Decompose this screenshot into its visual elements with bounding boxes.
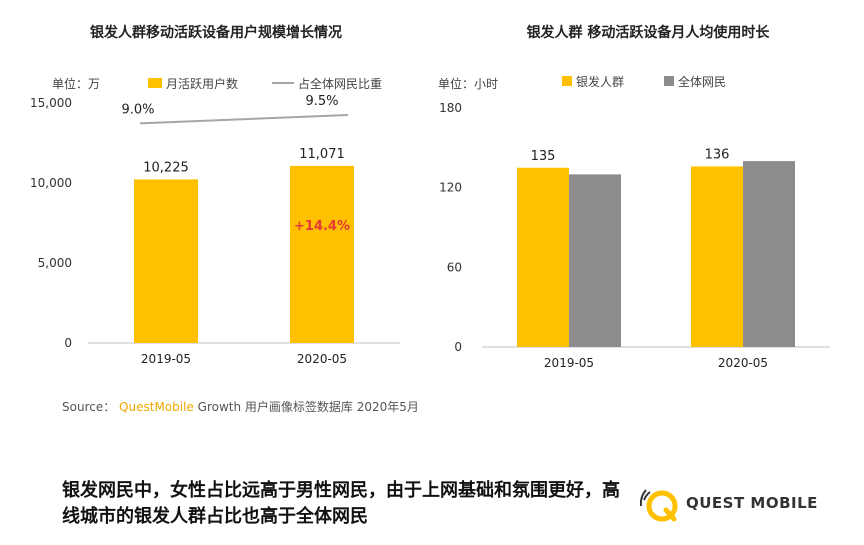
quest-mobile-logo-icon xyxy=(639,489,678,522)
bar-value-label: 135 xyxy=(531,149,556,164)
y-tick-label: 180 xyxy=(439,101,462,115)
y-tick-label: 10,000 xyxy=(30,176,72,190)
legend-swatch-silver xyxy=(562,76,572,86)
bar-all-2020-05 xyxy=(743,161,795,347)
bar-silver-2019-05 xyxy=(517,167,569,347)
divider xyxy=(0,440,864,441)
source-prefix: Source： xyxy=(62,400,116,414)
bar-all-2019-05 xyxy=(569,174,621,347)
source-brand: QuestMobile xyxy=(119,400,194,414)
share-value-label: 9.5% xyxy=(305,94,338,109)
bar-mau-2020-05 xyxy=(290,165,354,343)
legend-label-silver: 银发人群 xyxy=(576,74,624,89)
y-tick-label: 5,000 xyxy=(38,256,72,270)
usage-time-chart: 银发人群 移动活跃设备月人均使用时长 单位：小时 银发人群 全体网民 0 60 120 18… xyxy=(432,0,864,400)
user-scale-chart: 银发人群移动活跃设备用户规模增长情况 单位：万 月活跃用户数 占全体网民比重 0 5,0… xyxy=(0,0,432,400)
x-tick-label: 2019-05 xyxy=(544,356,594,370)
y-tick-label: 15,000 xyxy=(30,96,72,110)
x-tick-label: 2020-05 xyxy=(297,352,347,366)
left-unit-label: 单位：万 xyxy=(52,76,100,91)
y-tick-label: 120 xyxy=(439,181,462,195)
y-tick-label: 0 xyxy=(454,340,462,354)
y-tick-label: 60 xyxy=(447,260,462,274)
source-note: Source： QuestMobile Growth 用户画像标签数据库 202… xyxy=(62,398,419,415)
logo-text: QUEST MOBILE xyxy=(686,494,818,512)
legend-swatch-mau xyxy=(148,78,162,88)
usage-time-chart-svg: 单位：小时 银发人群 全体网民 0 60 120 180 135 2019-05 136 2020-… xyxy=(438,74,830,370)
share-value-label: 9.0% xyxy=(121,102,154,117)
bar-value-label: 10,225 xyxy=(143,160,189,175)
caption-text: 银发网民中，女性占比远高于男性网民，由于上网基础和氛围更好，高线城市的银发人群占… xyxy=(62,480,620,527)
legend-label-all: 全体网民 xyxy=(678,74,726,89)
left-chart-title: 银发人群移动活跃设备用户规模增长情况 xyxy=(90,25,342,41)
bar-value-label: 136 xyxy=(705,147,730,162)
right-unit-label: 单位：小时 xyxy=(438,76,498,91)
x-tick-label: 2019-05 xyxy=(141,352,191,366)
quest-mobile-logo: QUEST MOBILE xyxy=(639,486,820,526)
source-rest: Growth 用户画像标签数据库 2020年5月 xyxy=(197,400,419,414)
y-tick-label: 0 xyxy=(64,336,72,350)
bar-mau-2019-05 xyxy=(134,179,198,343)
x-tick-label: 2020-05 xyxy=(718,356,768,370)
legend-label-share: 占全体网民比重 xyxy=(298,76,382,91)
share-line xyxy=(139,114,349,125)
bar-silver-2020-05 xyxy=(691,166,743,347)
user-scale-chart-svg: 单位：万 月活跃用户数 占全体网民比重 0 5,000 10,000 15,000 10,22… xyxy=(30,76,400,366)
bar-value-label: 11,071 xyxy=(299,147,345,162)
growth-annotation: +14.4% xyxy=(294,219,350,234)
legend-label-mau: 月活跃用户数 xyxy=(166,76,238,91)
legend-swatch-all xyxy=(664,76,674,86)
right-chart-title: 银发人群 移动活跃设备月人均使用时长 xyxy=(526,25,770,41)
